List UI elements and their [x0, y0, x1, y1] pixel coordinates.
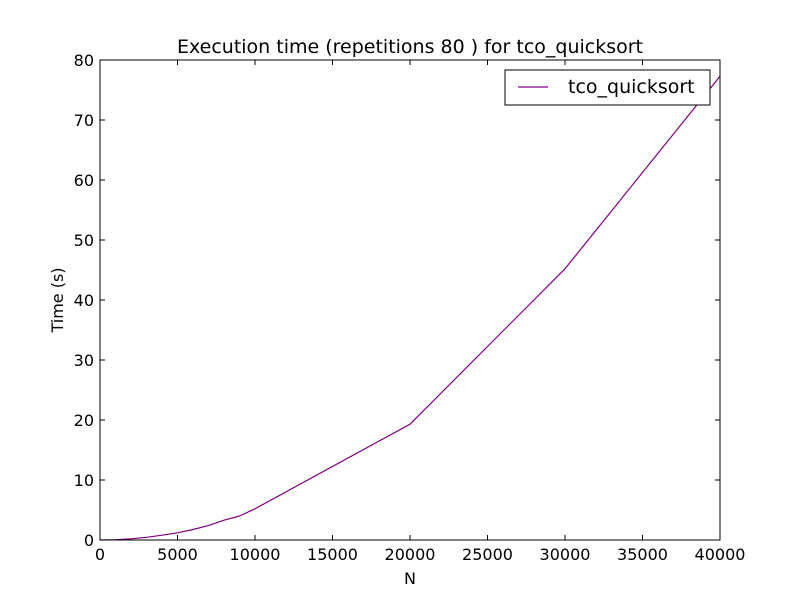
x-tick-label: 35000 — [617, 545, 668, 564]
y-tick-label: 10 — [74, 471, 94, 490]
y-tick-label: 60 — [74, 171, 94, 190]
chart-title: Execution time (repetitions 80 ) for tco… — [177, 36, 643, 58]
y-tick-label: 0 — [84, 531, 94, 550]
x-tick-label: 30000 — [540, 545, 591, 564]
x-tick-label: 25000 — [462, 545, 513, 564]
x-tick-label: 40000 — [695, 545, 746, 564]
y-tick-label: 20 — [74, 411, 94, 430]
x-tick-label: 0 — [95, 545, 105, 564]
plot-area: 0 5000 10000 15000 20000 25000 30000 35000 40000… — [74, 51, 746, 564]
series-line-0 — [99, 75, 721, 541]
x-tick-label: 10000 — [230, 545, 281, 564]
y-tick-label: 40 — [74, 291, 94, 310]
y-tick-label: 80 — [74, 51, 94, 70]
x-axis-label: N — [404, 569, 416, 588]
y-tick-label: 50 — [74, 231, 94, 250]
y-axis-label: Time (s) — [48, 267, 67, 333]
legend: tco_quicksort — [504, 69, 711, 106]
x-tick-label: 15000 — [307, 545, 358, 564]
y-tick-label: 30 — [74, 351, 94, 370]
x-tick-label: 20000 — [385, 545, 436, 564]
x-tick-label: 5000 — [157, 545, 198, 564]
legend-label: tco_quicksort — [568, 76, 695, 98]
y-tick-label: 70 — [74, 111, 94, 130]
